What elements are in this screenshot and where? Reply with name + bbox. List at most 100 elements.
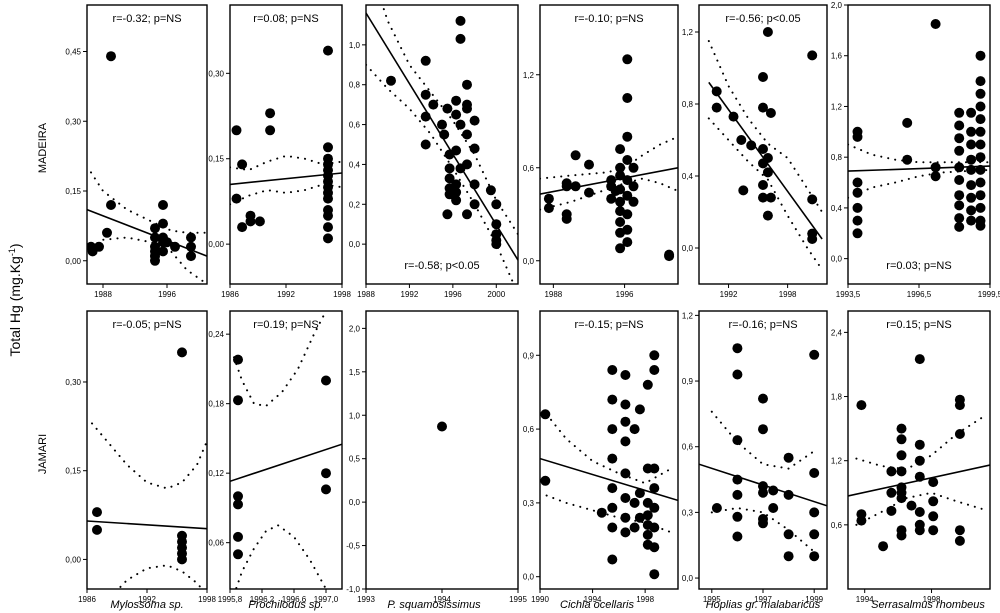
y-tick-label: 2,4 (831, 328, 843, 337)
y-tick-label: 0,0 (523, 257, 535, 266)
y-tick-label: 0,15 (65, 187, 81, 196)
data-point (649, 542, 660, 553)
x-tick-label: 1998 (333, 290, 351, 299)
data-point (150, 232, 160, 243)
data-point (444, 173, 455, 184)
data-point (975, 190, 986, 201)
data-point (732, 489, 743, 500)
data-point (428, 99, 439, 110)
data-point (736, 135, 747, 145)
y-tick-label: 0,5 (349, 455, 361, 464)
ci-upper-line (855, 416, 983, 471)
data-point (607, 424, 618, 435)
data-point (620, 493, 631, 503)
data-point (491, 199, 502, 210)
data-point (664, 251, 675, 262)
species-labels: Mylossoma sp. Prochilodus sp. P. squamos… (110, 599, 985, 611)
data-point (975, 76, 986, 87)
data-point (954, 145, 965, 156)
species-label-serrasalmus: Serrasalmus rhombeus (871, 599, 985, 611)
data-point (615, 184, 626, 195)
data-point (966, 139, 977, 150)
data-point (807, 50, 818, 61)
x-tick-label: 1996 (616, 290, 634, 299)
x-tick-label: 1996 (158, 290, 176, 299)
data-point (954, 107, 965, 118)
species-label-p-squamosissimus: P. squamosissimus (387, 599, 481, 611)
data-point (758, 192, 768, 203)
ci-upper-line (710, 410, 816, 470)
data-point (92, 524, 102, 535)
data-point (451, 179, 462, 190)
ci-lower-line (707, 117, 824, 271)
data-point (809, 507, 820, 518)
y-tick-label: 1,2 (682, 311, 694, 320)
panel-plot-area (87, 51, 207, 284)
panel-frame (847, 310, 991, 590)
data-point (954, 213, 965, 224)
data-point (439, 129, 450, 140)
data-point (442, 209, 453, 220)
data-point (732, 474, 743, 485)
data-point (323, 45, 333, 56)
data-point (732, 435, 743, 446)
stat-annotation: r=-0.58; p<0.05 (404, 260, 479, 272)
data-point (469, 115, 480, 126)
y-tick-label: 0,12 (208, 469, 224, 478)
data-point (158, 218, 168, 229)
y-tick-label: 0,0 (682, 244, 694, 253)
y-tick-label: 0,9 (523, 351, 535, 360)
stat-annotation: r=0.03; p=NS (886, 260, 951, 272)
data-point (265, 125, 276, 136)
data-point (975, 114, 986, 125)
data-point (728, 111, 739, 122)
y-tick-label: 0,06 (208, 539, 224, 548)
data-point (455, 119, 466, 130)
data-point (758, 72, 768, 82)
data-point (231, 193, 242, 204)
regression-line (540, 457, 678, 502)
data-point (758, 518, 768, 529)
data-point (323, 142, 333, 153)
data-point (886, 505, 897, 516)
data-point (622, 155, 633, 165)
data-point (711, 503, 722, 513)
stat-annotation: r=-0.05; p=NS (112, 319, 181, 331)
data-point (966, 192, 977, 203)
data-point (642, 529, 653, 540)
data-point (628, 162, 639, 173)
data-point (231, 125, 242, 136)
data-point (783, 452, 794, 463)
data-point (451, 109, 462, 120)
x-tick-label: 1997 (754, 595, 772, 604)
data-point (491, 239, 502, 250)
y-tick-label: 2,0 (349, 324, 361, 333)
x-tick-label: 1998 (779, 290, 797, 299)
panel-frame (229, 310, 343, 590)
panel-jamari-cichla-ocellaris: 0,0 0,3 0,6 0,9 1990 1994 1998 r=-0.15; p=NS (523, 310, 679, 604)
data-point (323, 233, 333, 244)
data-point (768, 503, 779, 513)
data-point (914, 439, 925, 450)
data-point (649, 350, 660, 361)
data-point (649, 463, 660, 474)
data-point (852, 187, 863, 198)
data-point (783, 551, 794, 562)
data-point (584, 187, 594, 198)
y-tick-label: 1,5 (349, 368, 361, 377)
data-point (966, 154, 977, 165)
y-tick-label: 0,15 (208, 155, 224, 164)
data-point (807, 194, 818, 205)
data-point (254, 216, 265, 227)
data-point (451, 95, 462, 106)
data-point (966, 107, 977, 118)
panel-jamari-p-squamosissimus: -1,0 -0,5 0,0 0,5 1,0 1,5 2,0 1993 1994 1995 (346, 310, 527, 604)
data-point (469, 199, 480, 210)
y-tick-label: 0,0 (523, 573, 535, 582)
data-point (762, 27, 773, 37)
data-point (570, 150, 581, 161)
x-tick-label: 1992 (138, 595, 156, 604)
data-point (966, 180, 977, 191)
x-tick-label: 1996,2 (250, 595, 275, 604)
